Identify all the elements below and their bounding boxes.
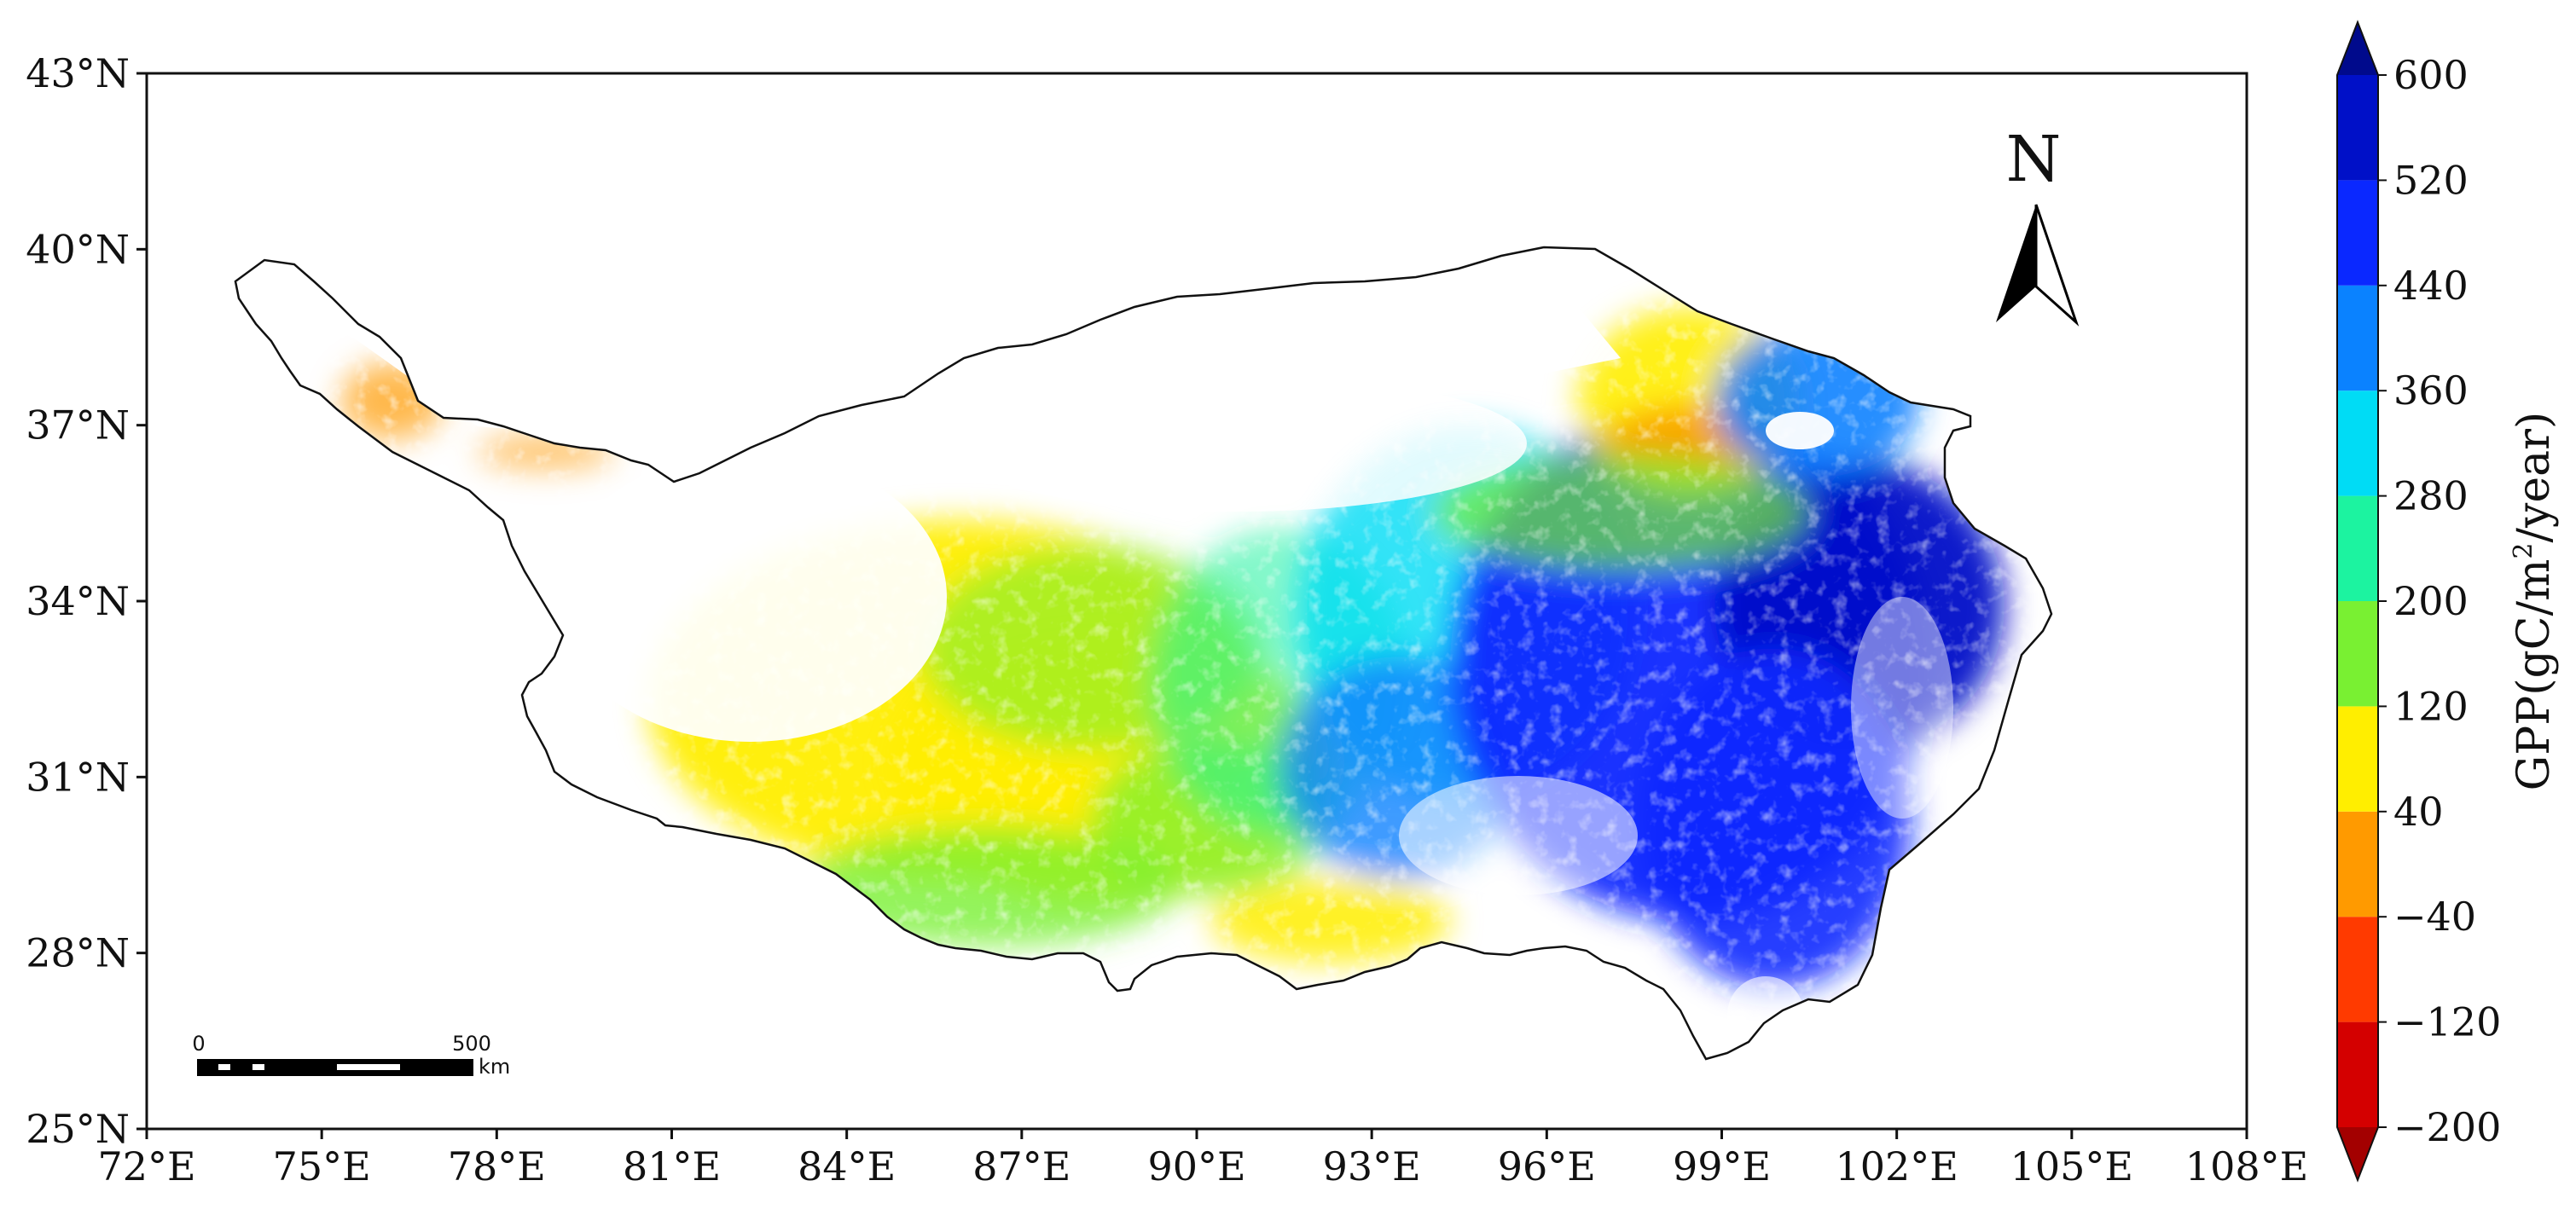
colorbar-tick-label: 120 bbox=[2393, 683, 2469, 729]
scale-bar-segment-3 bbox=[337, 1064, 400, 1070]
lat-tick-label: 25°N bbox=[26, 1106, 130, 1152]
scale-bar-body bbox=[197, 1059, 473, 1076]
latitude-axis: 43°N 40°N 37°N 34°N 31°N 28°N 25°N bbox=[26, 50, 147, 1152]
north-arrow-right-half bbox=[2034, 204, 2080, 327]
colorbar-label-tail: /year) bbox=[2509, 412, 2560, 543]
lon-tick-label: 90°E bbox=[1147, 1143, 1245, 1189]
colorbar-bin bbox=[2337, 75, 2378, 181]
lat-tick-label: 40°N bbox=[26, 226, 130, 272]
colorbar-label-main: GPP(gC/m bbox=[2509, 559, 2560, 791]
colorbar-bin bbox=[2337, 391, 2378, 496]
longitude-axis: 72°E 75°E 78°E 81°E 84°E 87°E 90°E 93°E 96°E 99°E… bbox=[97, 1129, 2308, 1189]
colorbar-tick-label: 200 bbox=[2393, 578, 2469, 624]
colorbar-bin bbox=[2337, 917, 2378, 1022]
scale-bar-end-label: 500 bbox=[452, 1032, 491, 1056]
scale-bar: 0 500 km bbox=[192, 1032, 510, 1079]
north-arrow-left-half bbox=[1996, 205, 2036, 322]
colorbar-label: GPP(gC/m2/year) bbox=[2509, 412, 2560, 791]
scale-bar-segment-1 bbox=[218, 1064, 230, 1070]
lon-tick-label: 102°E bbox=[1835, 1143, 1958, 1189]
colorbar-label-superscript: 2 bbox=[2509, 543, 2538, 559]
lon-tick-label: 87°E bbox=[972, 1143, 1070, 1189]
colorbar-bin bbox=[2337, 495, 2378, 601]
colorbar-bin bbox=[2337, 285, 2378, 391]
colorbar-extend-low bbox=[2337, 1127, 2378, 1180]
lon-tick-label: 99°E bbox=[1673, 1143, 1771, 1189]
colorbar-tick-label: −120 bbox=[2393, 999, 2501, 1045]
lat-tick-label: 28°N bbox=[26, 930, 130, 976]
north-arrow-label: N bbox=[2006, 123, 2062, 196]
scale-bar-segment-2 bbox=[252, 1064, 264, 1070]
colorbar-extend-high bbox=[2337, 22, 2378, 75]
colorbar-bin bbox=[2337, 601, 2378, 707]
colorbar-tick-label: 40 bbox=[2393, 789, 2444, 835]
lon-tick-label: 84°E bbox=[798, 1143, 896, 1189]
lon-tick-label: 96°E bbox=[1498, 1143, 1596, 1189]
scale-bar-start-label: 0 bbox=[192, 1032, 205, 1056]
colorbar-bin bbox=[2337, 706, 2378, 812]
colorbar-tick-label: 600 bbox=[2393, 52, 2469, 98]
colorbar-tick-label: −40 bbox=[2393, 894, 2476, 940]
colorbar: 600 520 440 360 280 200 120 40 −40 −120 −200 bbox=[2336, 20, 2501, 1183]
lat-tick-label: 31°N bbox=[26, 754, 130, 800]
colorbar-tick-label: −200 bbox=[2393, 1104, 2501, 1150]
north-arrow: N bbox=[1996, 123, 2080, 327]
colorbar-tick-label: 280 bbox=[2393, 473, 2469, 519]
colorbar-tick-label: 520 bbox=[2393, 157, 2469, 203]
colorbar-tick-label: 360 bbox=[2393, 367, 2469, 414]
lon-tick-label: 81°E bbox=[623, 1143, 721, 1189]
colorbar-bin bbox=[2337, 811, 2378, 917]
colorbar-bin bbox=[2337, 180, 2378, 286]
lon-tick-label: 78°E bbox=[448, 1143, 546, 1189]
lon-tick-label: 93°E bbox=[1323, 1143, 1421, 1189]
lon-tick-label: 108°E bbox=[2185, 1143, 2308, 1189]
lon-tick-label: 105°E bbox=[2010, 1143, 2133, 1189]
lon-tick-label: 72°E bbox=[97, 1143, 195, 1189]
lat-tick-label: 43°N bbox=[26, 50, 130, 96]
scale-bar-unit-label: km bbox=[479, 1055, 510, 1079]
lon-tick-label: 75°E bbox=[273, 1143, 371, 1189]
lat-tick-label: 37°N bbox=[26, 402, 130, 448]
lat-tick-label: 34°N bbox=[26, 578, 130, 624]
colorbar-bin bbox=[2337, 1021, 2378, 1127]
colorbar-tick-label: 440 bbox=[2393, 263, 2469, 309]
